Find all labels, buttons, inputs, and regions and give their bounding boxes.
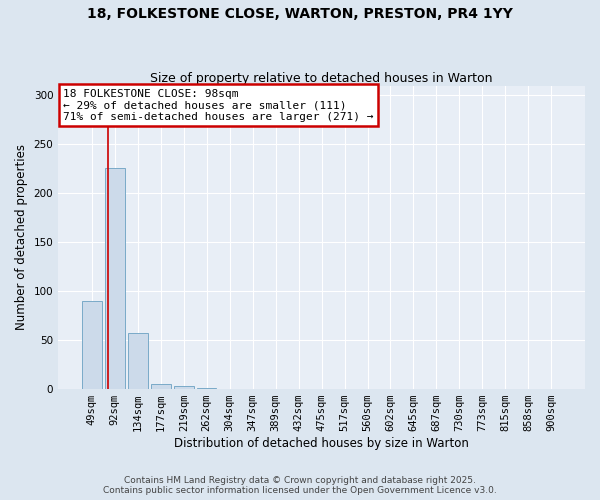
Y-axis label: Number of detached properties: Number of detached properties — [15, 144, 28, 330]
Text: Contains HM Land Registry data © Crown copyright and database right 2025.
Contai: Contains HM Land Registry data © Crown c… — [103, 476, 497, 495]
Bar — [105, 168, 125, 389]
Bar — [82, 301, 101, 389]
Text: 18 FOLKESTONE CLOSE: 98sqm
← 29% of detached houses are smaller (111)
71% of sem: 18 FOLKESTONE CLOSE: 98sqm ← 29% of deta… — [64, 88, 374, 122]
Bar — [128, 334, 148, 389]
Bar — [151, 384, 170, 389]
Bar — [174, 386, 194, 389]
X-axis label: Distribution of detached houses by size in Warton: Distribution of detached houses by size … — [174, 437, 469, 450]
Bar — [197, 388, 217, 389]
Text: 18, FOLKESTONE CLOSE, WARTON, PRESTON, PR4 1YY: 18, FOLKESTONE CLOSE, WARTON, PRESTON, P… — [87, 8, 513, 22]
Title: Size of property relative to detached houses in Warton: Size of property relative to detached ho… — [151, 72, 493, 85]
